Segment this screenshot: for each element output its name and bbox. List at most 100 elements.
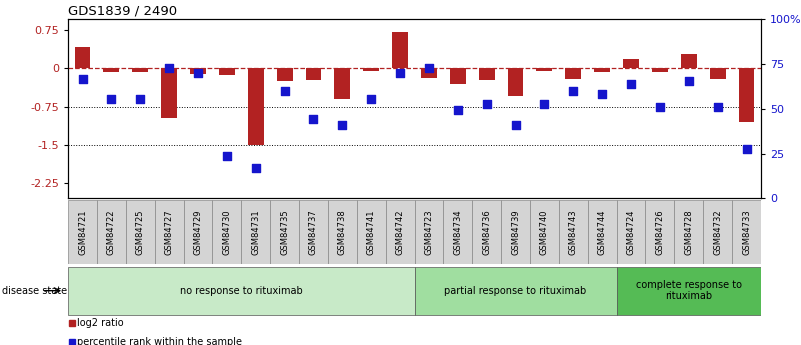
Bar — [392, 32, 408, 68]
Text: GSM84725: GSM84725 — [135, 209, 145, 255]
Bar — [190, 68, 206, 73]
Text: GSM84740: GSM84740 — [540, 209, 549, 255]
Bar — [421, 68, 437, 78]
Point — [393, 70, 406, 76]
Bar — [652, 68, 668, 72]
Bar — [530, 200, 559, 264]
Bar — [646, 200, 674, 264]
Text: GSM84729: GSM84729 — [194, 209, 203, 255]
Text: GSM84722: GSM84722 — [107, 209, 116, 255]
Point — [654, 104, 666, 109]
Point — [134, 96, 147, 102]
Bar — [276, 68, 292, 81]
Point — [481, 101, 493, 106]
Bar — [241, 200, 270, 264]
Bar — [415, 200, 444, 264]
Bar — [537, 68, 553, 71]
Bar — [299, 200, 328, 264]
Bar — [183, 200, 212, 264]
Bar — [710, 68, 726, 79]
Text: disease state: disease state — [2, 286, 67, 296]
Bar — [617, 267, 761, 315]
Point — [740, 147, 753, 152]
Text: GSM84735: GSM84735 — [280, 209, 289, 255]
Bar — [566, 68, 582, 79]
Bar — [364, 68, 379, 71]
Bar — [132, 68, 148, 72]
Bar — [473, 200, 501, 264]
Point — [307, 116, 320, 122]
Point — [249, 165, 262, 170]
Bar — [732, 200, 761, 264]
Bar — [703, 200, 732, 264]
Bar — [68, 200, 97, 264]
Point — [105, 96, 118, 102]
Bar — [444, 200, 473, 264]
Text: no response to rituximab: no response to rituximab — [180, 286, 303, 296]
Bar — [501, 200, 530, 264]
Text: GSM84733: GSM84733 — [742, 209, 751, 255]
Text: GSM84744: GSM84744 — [598, 209, 606, 255]
Bar — [103, 68, 119, 72]
Point — [220, 153, 233, 158]
Text: complete response to
rituximab: complete response to rituximab — [636, 280, 742, 302]
Bar — [617, 200, 646, 264]
Text: GSM84723: GSM84723 — [425, 209, 433, 255]
Point — [191, 70, 204, 76]
Text: GSM84736: GSM84736 — [482, 209, 491, 255]
Bar — [385, 200, 415, 264]
Point — [76, 76, 89, 82]
Bar — [161, 68, 177, 118]
Point — [538, 101, 551, 106]
Text: partial response to rituximab: partial response to rituximab — [445, 286, 586, 296]
Text: GSM84721: GSM84721 — [78, 209, 87, 255]
Bar — [68, 267, 415, 315]
Point — [596, 92, 609, 97]
Bar — [674, 200, 703, 264]
Point — [278, 89, 291, 94]
Bar — [450, 68, 465, 84]
Bar — [508, 68, 524, 97]
Bar — [415, 267, 617, 315]
Bar — [270, 200, 299, 264]
Bar — [126, 200, 155, 264]
Text: GSM84732: GSM84732 — [713, 209, 723, 255]
Bar — [739, 68, 755, 122]
Text: GSM84730: GSM84730 — [223, 209, 231, 255]
Text: GSM84739: GSM84739 — [511, 209, 520, 255]
Text: percentile rank within the sample: percentile rank within the sample — [77, 337, 242, 345]
Point — [364, 96, 377, 102]
Point — [682, 78, 695, 83]
Bar — [328, 200, 356, 264]
Text: GSM84727: GSM84727 — [165, 209, 174, 255]
Text: GSM84731: GSM84731 — [252, 209, 260, 255]
Text: GSM84742: GSM84742 — [396, 209, 405, 255]
Point — [567, 89, 580, 94]
Text: GSM84741: GSM84741 — [367, 209, 376, 255]
Text: GSM84728: GSM84728 — [684, 209, 694, 255]
Text: GSM84734: GSM84734 — [453, 209, 462, 255]
Bar — [356, 200, 385, 264]
Bar — [681, 54, 697, 68]
Bar — [248, 68, 264, 145]
Bar — [334, 68, 350, 99]
Text: GDS1839 / 2490: GDS1839 / 2490 — [68, 5, 177, 18]
Bar — [212, 200, 241, 264]
Bar — [74, 47, 91, 68]
Point — [625, 81, 638, 87]
Bar — [219, 68, 235, 75]
Bar — [559, 200, 588, 264]
Point — [423, 66, 436, 71]
Text: GSM84738: GSM84738 — [338, 209, 347, 255]
Point — [452, 107, 465, 112]
Text: GSM84726: GSM84726 — [655, 209, 664, 255]
Point — [163, 66, 175, 71]
Bar — [155, 200, 183, 264]
Text: GSM84743: GSM84743 — [569, 209, 578, 255]
Bar — [305, 68, 321, 80]
Bar — [479, 68, 495, 80]
Text: log2 ratio: log2 ratio — [77, 318, 123, 328]
Point — [509, 122, 522, 128]
Bar — [594, 68, 610, 72]
Bar — [623, 59, 639, 68]
